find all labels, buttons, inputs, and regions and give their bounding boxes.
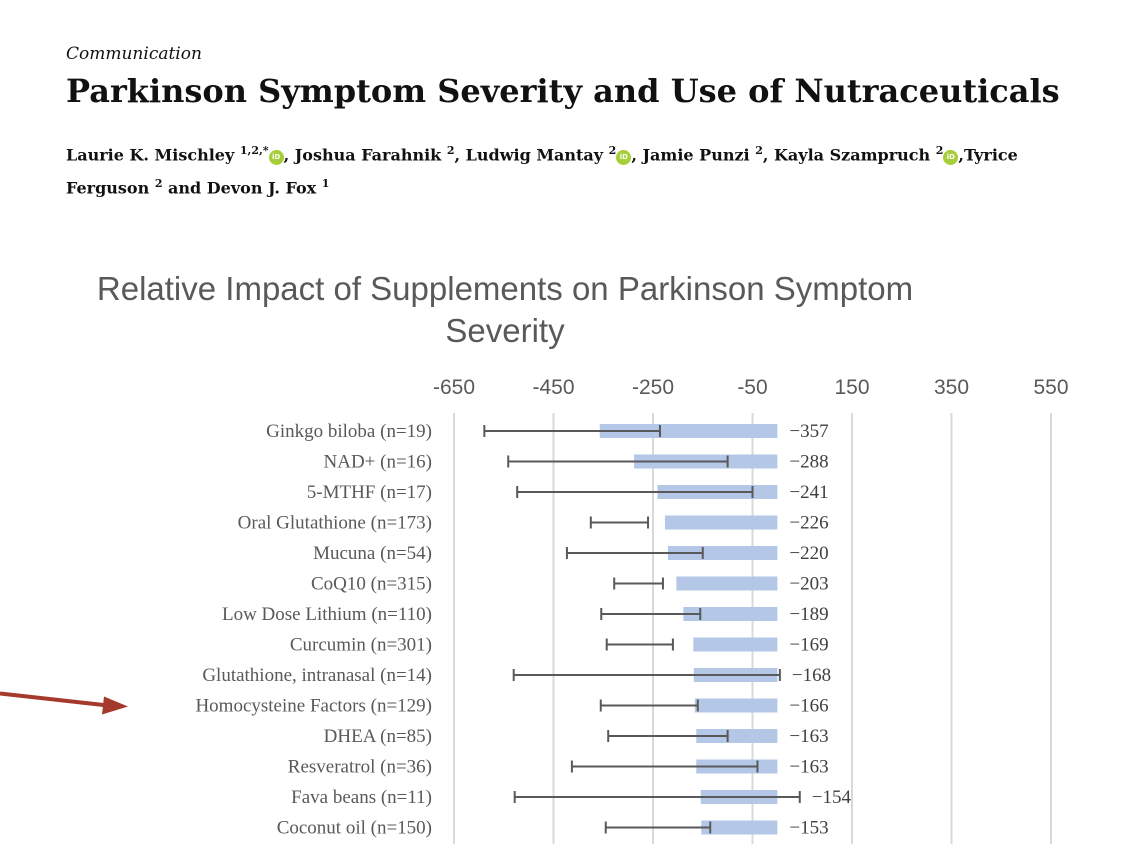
data-label: −153 [789,818,828,839]
x-tick-label: 550 [1033,376,1068,399]
category-label: Fava beans (n=11) [291,787,432,808]
x-tick-label: -450 [532,376,574,399]
orcid-icon[interactable]: iD [616,149,632,165]
category-label: NAD+ (n=16) [324,452,433,473]
gridlines [453,413,1052,844]
data-label: −203 [789,574,828,595]
error-bars [483,425,801,834]
author-name: Joshua Farahnik [294,145,442,165]
author-affiliation: 2 [446,144,455,158]
author-separator: , [958,145,964,165]
x-axis-ticks: -650 -450 -250 -50 150 350 550 [433,376,1069,399]
chart-title-line-1: Relative Impact of Supplements on Parkin… [97,270,913,307]
author-separator: , [454,145,466,165]
paper-header: Communication Parkinson Symptom Severity… [66,44,1106,202]
author-separator: and [162,177,207,197]
category-label: Homocysteine Factors (n=129) [195,696,432,717]
author-separator: , [631,145,643,165]
data-label: −226 [789,513,828,534]
orcid-icon[interactable]: iD [268,149,284,165]
category-label: Oral Glutathione (n=173) [238,513,432,534]
bar [701,820,778,835]
author-name: Tyrice Ferguson [66,145,1018,197]
highlight-arrow [0,691,128,715]
author-list: Laurie K. Mischley 1,2,* iD, Joshua Farah… [66,137,1096,202]
category-label: Mucuna (n=54) [313,543,432,564]
value-labels: −357 −288 −241 −226 −220 −203 −189 −169 −168 −166… [789,421,851,839]
bar [693,637,778,652]
category-labels: Ginkgo biloba (n=19) NAD+ (n=16) 5-MTHF (n… [195,421,432,839]
data-label: −357 [789,421,828,442]
category-label: Resveratrol (n=36) [288,757,432,778]
category-label: 5-MTHF (n=17) [307,482,432,503]
category-label: CoQ10 (n=315) [311,574,432,595]
author-affiliation: 1 [321,176,330,190]
category-label: DHEA (n=85) [324,726,432,747]
arrow-shaft [0,691,109,708]
data-label: −189 [789,604,828,625]
author-separator: , [283,145,295,165]
x-tick-label: 350 [934,376,969,399]
author-affiliation: 2 [935,144,944,158]
orcid-icon[interactable]: iD [943,149,959,165]
data-label: −220 [789,543,828,564]
author-affiliation: 2 [755,144,763,158]
data-label: −154 [812,787,852,808]
author-affiliation: 2 [608,144,617,158]
author-name: Devon J. Fox [206,177,317,197]
bar [667,546,778,560]
category-label: Glutathione, intranasal (n=14) [202,665,432,686]
bar [664,515,778,530]
data-label: −288 [789,452,828,473]
author-separator: , [762,145,774,165]
author-name: Kayla Szampruch [774,145,931,165]
x-tick-label: -250 [632,376,674,399]
category-label: Curcumin (n=301) [290,635,432,656]
bar [599,424,778,438]
article-type: Communication [66,44,202,64]
category-label: Low Dose Lithium (n=110) [222,604,432,625]
bars [599,424,778,835]
bar [683,607,778,621]
bar [696,729,778,743]
category-label: Ginkgo biloba (n=19) [266,421,432,442]
author-affiliation: 1,2,* [239,144,269,158]
bar [676,576,778,591]
x-tick-label: 150 [834,376,869,399]
author-affiliation: 2 [154,176,163,190]
data-label: −241 [789,482,828,503]
data-label: −166 [789,696,828,717]
chart-title-line-2: Severity [445,312,565,349]
category-label: Coconut oil (n=150) [277,818,432,839]
data-label: −163 [789,726,828,747]
x-tick-label: -650 [433,376,475,399]
x-tick-label: -50 [737,376,767,399]
data-label: −168 [792,665,831,686]
author-name: Ludwig Mantay [465,145,604,165]
author-name: Jamie Punzi [642,145,750,165]
bar [694,698,778,713]
arrow-head [102,696,128,715]
paper-title: Parkinson Symptom Severity and Use of Nu… [66,72,1060,110]
author-name: Laurie K. Mischley [66,145,235,165]
data-label: −163 [789,757,828,778]
data-label: −169 [789,635,828,656]
